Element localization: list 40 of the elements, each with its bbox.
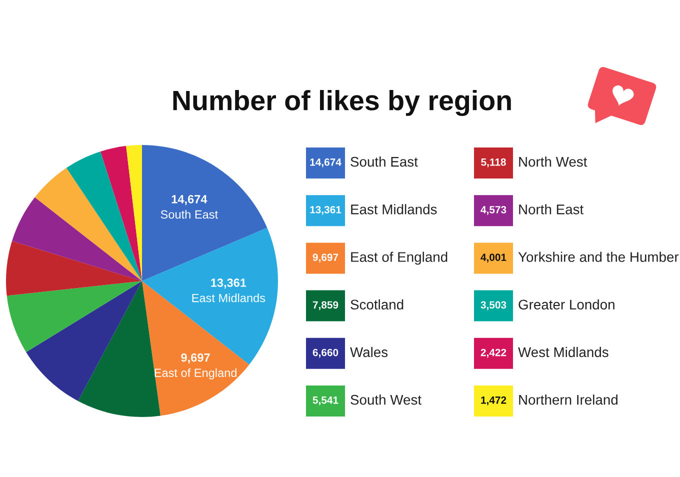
pie-slice <box>142 228 278 365</box>
slice-label: South East <box>160 210 218 219</box>
legend-label: South West <box>350 394 422 405</box>
pie-slice <box>26 281 142 402</box>
pie-slice <box>100 146 142 281</box>
data-label: 9,697 <box>181 353 210 364</box>
legend-label: North West <box>519 156 588 167</box>
legend-label: Scotland <box>350 299 404 310</box>
legend-label: Greater London <box>518 299 614 310</box>
legend-label: Yorkshire and the Humber <box>518 252 679 262</box>
data-label: 4,573 <box>480 206 506 215</box>
slice-label: East of England <box>154 368 236 380</box>
data-label: 6,660 <box>312 348 338 358</box>
legend-label: Northern Ireland <box>519 394 618 405</box>
legend-label: North East <box>519 204 584 214</box>
slice-label: East Midlands <box>192 294 266 302</box>
legend-label: East of England <box>351 252 448 265</box>
data-label: 1,472 <box>481 396 506 406</box>
legend-label: South East <box>350 156 418 167</box>
text: 13,361 <box>211 278 246 289</box>
data-label: 13,361 <box>310 206 342 215</box>
text: 9,697 <box>312 254 338 263</box>
data-label: 4,001 <box>480 254 506 263</box>
data-label: 7,859 <box>312 301 338 310</box>
data-label: 2,422 <box>480 348 506 358</box>
data-label: 3,503 <box>480 301 506 310</box>
legend-label: West Midlands <box>518 346 608 358</box>
pie-slice <box>126 145 142 281</box>
pie-slice <box>34 168 142 281</box>
chart-title: Number of likes by region <box>173 90 511 116</box>
data-label: 5,541 <box>312 396 338 406</box>
pie-slice <box>6 281 142 352</box>
legend-label: East Midlands <box>351 204 437 214</box>
pie-slice <box>66 151 142 281</box>
pie-slice <box>6 240 142 296</box>
text: 14,674 <box>172 195 208 206</box>
data-label: 14,674 <box>310 158 342 168</box>
data-label: 5,118 <box>481 158 506 168</box>
legend-label: Wales <box>350 346 388 358</box>
pie-slice <box>12 197 142 281</box>
